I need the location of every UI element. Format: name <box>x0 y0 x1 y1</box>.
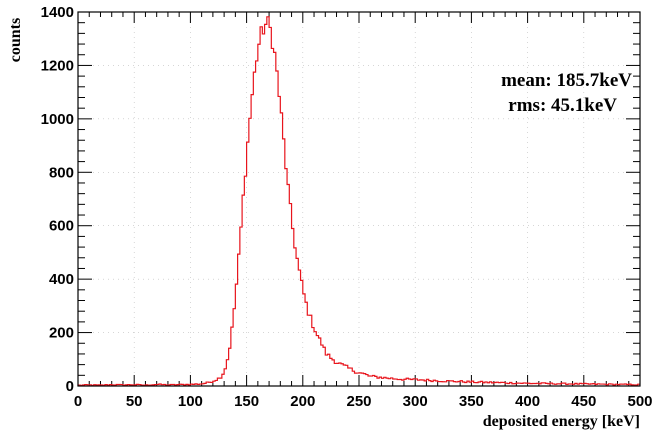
x-tick-label: 400 <box>515 393 540 410</box>
y-tick-label: 1000 <box>41 111 74 128</box>
histogram-series-line <box>77 16 640 386</box>
y-axis-title: counts <box>7 18 24 62</box>
y-tick-label: 600 <box>49 218 74 235</box>
x-tick-label: 250 <box>346 393 371 410</box>
grid <box>78 12 640 386</box>
y-tick-label: 200 <box>49 325 74 342</box>
x-tick-label: 0 <box>74 393 82 410</box>
y-tick-label: 800 <box>49 164 74 181</box>
y-tick-labels: 0 200 400 600 800 1000 1200 1400 <box>41 4 74 395</box>
y-tick-label: 400 <box>49 271 74 288</box>
x-tick-labels: 0 50 100 150 200 250 300 350 400 450 500 <box>74 393 653 410</box>
y-tick-label: 1400 <box>41 4 74 21</box>
x-tick-label: 50 <box>126 393 143 410</box>
y-tick-label: 0 <box>66 378 74 395</box>
x-tick-label: 450 <box>571 393 596 410</box>
x-tick-label: 300 <box>403 393 428 410</box>
x-tick-label: 150 <box>234 393 259 410</box>
x-tick-label: 200 <box>290 393 315 410</box>
annotation-mean: mean: 185.7keV <box>501 70 632 91</box>
x-tick-label: 100 <box>178 393 203 410</box>
annotation-rms: rms: 45.1keV <box>508 95 617 116</box>
x-tick-label: 500 <box>627 393 652 410</box>
y-tick-label: 1200 <box>41 57 74 74</box>
x-axis-title: deposited energy [keV] <box>483 413 640 430</box>
tick-marks <box>77 11 641 387</box>
x-tick-label: 350 <box>459 393 484 410</box>
plot-frame <box>77 11 641 387</box>
